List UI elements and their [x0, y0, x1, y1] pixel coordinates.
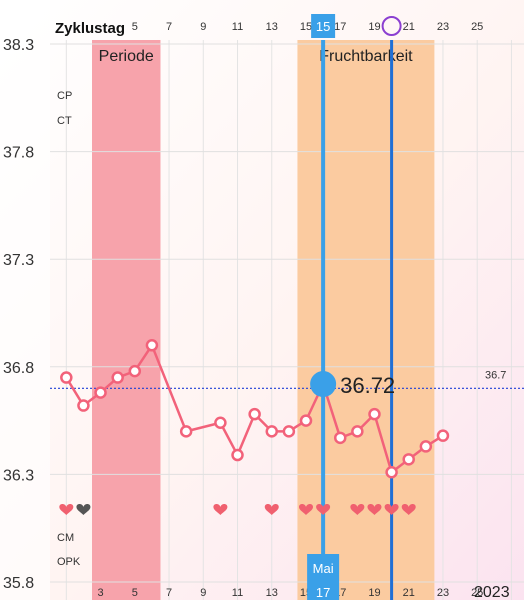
opk-label: OPK — [57, 556, 81, 568]
temperature-point[interactable] — [111, 371, 124, 384]
heart-icon — [401, 504, 416, 515]
temperature-points — [60, 339, 450, 479]
temperature-point[interactable] — [402, 453, 415, 466]
temperature-point[interactable] — [436, 429, 450, 442]
top-tick-label: 11 — [232, 21, 243, 33]
heart-icon — [316, 504, 331, 515]
fertile-band — [297, 40, 435, 600]
temperature-point[interactable] — [385, 465, 398, 479]
top-tick-label: 5 — [132, 21, 138, 33]
temperature-point[interactable] — [282, 425, 296, 438]
top-tick-label: 9 — [200, 21, 206, 33]
reference-value-label: 36.7 — [485, 369, 506, 381]
temperature-point[interactable] — [179, 425, 193, 438]
top-tick-label: 13 — [266, 21, 278, 33]
heart-icon — [59, 504, 74, 515]
bottom-tick-label: 21 — [403, 587, 415, 599]
selected-point[interactable] — [310, 371, 337, 398]
temperature-point[interactable] — [351, 425, 364, 438]
top-day-axis: 5 7 9 11 13 15 17 19 21 23 25 — [132, 21, 484, 33]
cp-label: CP — [57, 90, 72, 102]
temperature-point[interactable] — [368, 407, 381, 421]
y-tick-label: 38.3 — [3, 37, 34, 54]
y-axis: 38.3 37.8 37.3 36.8 36.3 35.8 — [3, 37, 524, 592]
bottom-tick-label: 5 — [132, 587, 138, 599]
year-label: 2023 — [474, 584, 510, 600]
heart-icon — [299, 504, 313, 515]
selected-date-day: 17 — [316, 585, 330, 600]
top-tick-label: 21 — [403, 21, 415, 33]
temperature-point[interactable] — [265, 425, 279, 438]
temperature-point[interactable] — [248, 407, 261, 421]
y-tick-label: 37.3 — [3, 252, 34, 269]
temperature-point[interactable] — [231, 448, 244, 462]
selected-date-month: Mai — [313, 561, 334, 576]
axis-gutter — [0, 0, 50, 600]
period-label: Periode — [99, 48, 154, 65]
bottom-tick-label: 25 — [471, 587, 483, 599]
bottom-tick-label: 13 — [266, 587, 278, 599]
y-tick-label: 36.8 — [3, 360, 34, 377]
top-tick-label: 23 — [437, 21, 449, 33]
ovulation-day-ring — [381, 16, 402, 36]
top-tick-label: 19 — [368, 21, 380, 33]
temperature-point[interactable] — [419, 440, 433, 453]
y-tick-label: 36.3 — [3, 467, 34, 484]
temperature-point[interactable] — [299, 414, 313, 427]
temperature-point[interactable] — [214, 416, 227, 430]
temperature-point[interactable] — [128, 364, 142, 378]
bottom-tick-label: 3 — [97, 587, 103, 599]
bottom-tick-label: 23 — [437, 587, 449, 599]
selected-value-label: 36.72 — [340, 373, 395, 398]
broken-heart-icon — [76, 504, 91, 515]
selected-day-badge-top-text: 15 — [316, 19, 330, 34]
top-tick-label: 15 — [300, 21, 312, 33]
bottom-tick-label: 19 — [368, 587, 380, 599]
temperature-point[interactable] — [333, 431, 347, 445]
temperature-point[interactable] — [94, 386, 107, 399]
ct-label: CT — [57, 115, 72, 127]
selected-date-badge-bottom[interactable] — [307, 554, 340, 600]
heart-icon — [264, 504, 279, 515]
cycle-day-title: Zyklustag — [55, 20, 125, 37]
selected-day-badge-top[interactable] — [311, 14, 336, 38]
bottom-tick-label: 11 — [232, 587, 243, 599]
bottom-tick-label: 7 — [166, 587, 172, 599]
top-tick-label: 17 — [334, 21, 346, 33]
heart-icon — [350, 504, 365, 515]
temperature-point[interactable] — [60, 371, 73, 384]
heart-icon — [367, 504, 382, 515]
intercourse-markers — [59, 504, 416, 515]
fertile-label: Fruchtbarkeit — [319, 48, 413, 65]
temperature-point[interactable] — [77, 399, 90, 412]
bottom-tick-label: 9 — [200, 587, 206, 599]
temperature-point[interactable] — [145, 339, 159, 352]
heart-icon — [384, 504, 399, 515]
top-tick-label: 25 — [471, 21, 483, 33]
heart-icon — [213, 504, 228, 515]
top-tick-label: 7 — [166, 21, 172, 33]
period-band — [92, 40, 161, 600]
y-tick-label: 35.8 — [3, 575, 34, 592]
y-tick-label: 37.8 — [3, 145, 34, 162]
cm-label: CM — [57, 532, 74, 544]
